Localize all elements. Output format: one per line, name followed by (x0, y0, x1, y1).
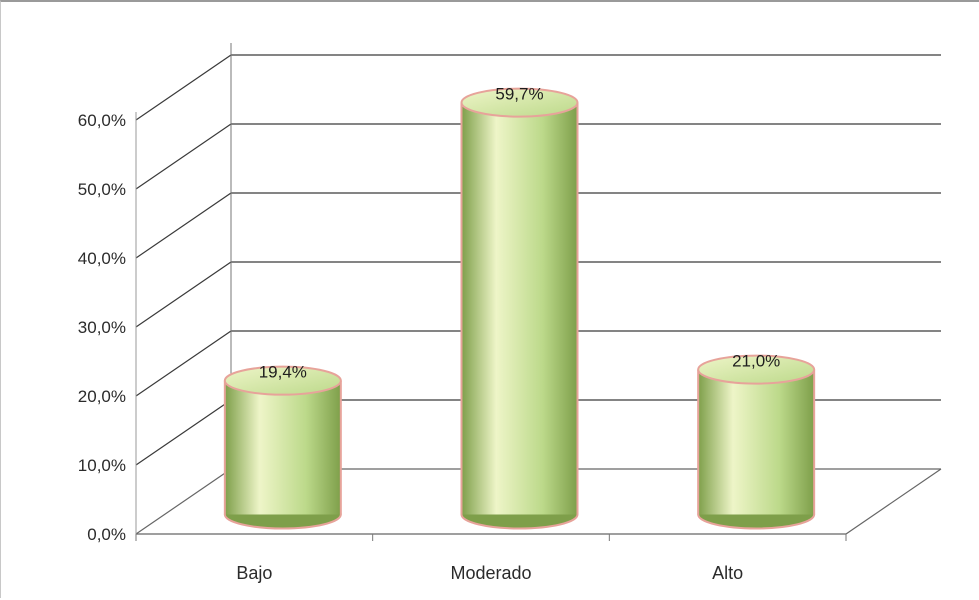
y-tick-label: 60,0% (78, 111, 126, 130)
category-labels: Bajo Moderado Alto (236, 563, 743, 583)
bars (223, 87, 816, 530)
bar-body (698, 369, 815, 515)
data-label: 21,0% (732, 352, 780, 371)
bar-bajo (223, 365, 342, 530)
y-tick-label: 30,0% (78, 318, 126, 337)
bar-moderado (460, 87, 579, 530)
bar-alto (697, 354, 816, 530)
y-tick-label: 40,0% (78, 249, 126, 268)
y-tick-label: 10,0% (78, 456, 126, 475)
category-label: Moderado (450, 563, 531, 583)
data-label: 19,4% (259, 363, 307, 382)
bar-body (461, 102, 578, 515)
category-label: Alto (712, 563, 743, 583)
bar-top (460, 87, 579, 118)
y-tick-label: 0,0% (87, 525, 126, 544)
bar-top (223, 365, 342, 396)
y-tick-label: 50,0% (78, 180, 126, 199)
data-labels: 19,4% 59,7% 21,0% (259, 85, 781, 382)
data-label: 59,7% (495, 85, 543, 104)
category-label: Bajo (236, 563, 272, 583)
y-axis-tick-labels: 0,0% 10,0% 20,0% 30,0% 40,0% 50,0% 60,0% (78, 111, 126, 544)
y-tick-label: 20,0% (78, 387, 126, 406)
bar-top (697, 354, 816, 385)
bar-body (224, 380, 341, 515)
